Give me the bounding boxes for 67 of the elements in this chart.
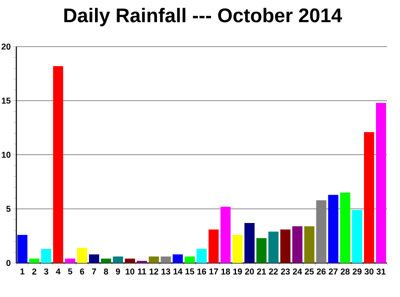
x-tick-label: 1 (20, 268, 24, 275)
bar (340, 192, 350, 264)
bar (29, 258, 40, 264)
x-tick-label: 28 (340, 268, 350, 275)
x-tick-label: 19 (233, 268, 242, 275)
bar (328, 195, 338, 264)
x-tick-label: 7 (92, 268, 96, 275)
bar (124, 258, 136, 264)
x-tick-label: 24 (292, 268, 302, 275)
x-tick-label: 2 (32, 268, 36, 275)
x-tick-label: 22 (268, 268, 278, 275)
x-tick-label: 30 (364, 268, 374, 275)
bar (53, 66, 64, 264)
bar (352, 210, 362, 264)
bar (280, 230, 290, 264)
y-tick-label: 5 (6, 206, 11, 212)
bar (160, 256, 171, 264)
x-tick-label: 15 (186, 268, 194, 275)
bar (256, 238, 267, 264)
x-tick-label: 31 (376, 268, 386, 275)
y-tick-label: 20 (2, 44, 10, 50)
bar (208, 230, 219, 264)
bar (112, 256, 124, 264)
bar (184, 256, 195, 264)
x-tick-label: 10 (126, 268, 134, 275)
y-tick-label: 10 (2, 152, 10, 158)
x-tick-label: 23 (280, 268, 290, 275)
x-tick-label: 3 (44, 268, 48, 275)
x-tick-label: 16 (197, 268, 206, 275)
y-tick-label: 15 (2, 98, 11, 104)
x-tick-label: 20 (245, 268, 254, 275)
x-tick-label: 17 (209, 268, 218, 275)
bar (196, 249, 207, 264)
x-tick-label: 4 (56, 268, 61, 275)
bar (100, 258, 112, 264)
bar (244, 223, 255, 264)
bar (65, 258, 76, 264)
x-tick-label: 18 (221, 268, 230, 275)
bar (268, 232, 279, 264)
bar (77, 248, 88, 264)
bar (304, 226, 314, 264)
chart-title: Daily Rainfall --- October 2014 (64, 8, 342, 26)
bar (316, 200, 326, 264)
x-tick-label: 12 (150, 268, 158, 275)
x-tick-label: 13 (162, 268, 170, 275)
x-tick-label: 5 (68, 268, 72, 275)
x-tick-label: 29 (352, 268, 362, 275)
bar (88, 254, 100, 264)
x-tick-label: 8 (104, 268, 108, 275)
bar (172, 254, 183, 264)
bar (41, 249, 52, 264)
bar (220, 206, 231, 264)
bar (292, 226, 302, 264)
bar (148, 256, 159, 264)
y-tick-label: 0 (6, 260, 10, 266)
bar (17, 235, 28, 264)
bar (376, 103, 386, 264)
x-tick-label: 6 (80, 268, 84, 275)
bar (232, 235, 243, 264)
x-tick-label: 9 (116, 268, 120, 275)
x-tick-label: 21 (257, 268, 266, 275)
x-tick-label: 26 (316, 268, 326, 275)
x-tick-label: 11 (138, 268, 146, 275)
x-tick-label: 27 (328, 268, 338, 275)
x-tick-label: 14 (174, 268, 182, 275)
bar (364, 132, 374, 264)
x-tick-label: 25 (304, 268, 314, 275)
